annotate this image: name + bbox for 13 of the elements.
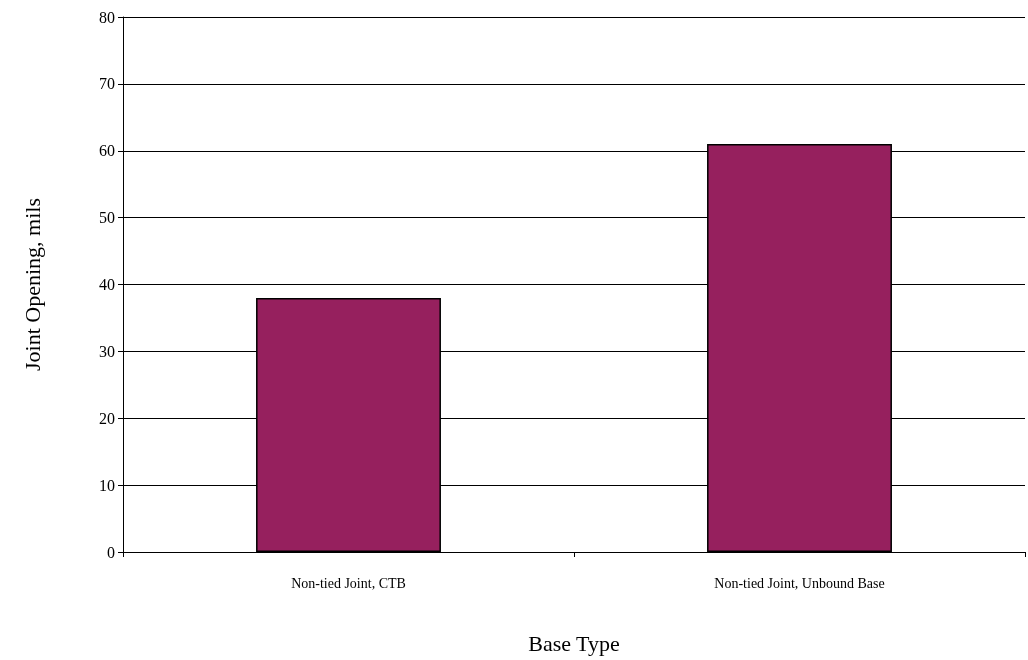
y-tick-label: 30 (99, 342, 115, 360)
y-axis-title: Joint Opening, mils (19, 198, 45, 371)
y-tick-label: 50 (99, 209, 115, 227)
y-tick-label: 10 (99, 476, 115, 494)
x-tick-label: Non-tied Joint, CTB (291, 575, 406, 591)
y-tick-label: 0 (107, 543, 115, 561)
x-axis-title: Base Type (528, 630, 620, 656)
x-tick-label: Non-tied Joint, Unbound Base (714, 575, 885, 591)
y-tick-label: 40 (99, 276, 115, 293)
y-tick-label: 60 (99, 142, 115, 160)
y-tick-label: 70 (99, 75, 115, 93)
y-tick-label: 20 (99, 409, 115, 427)
y-tick-label: 80 (99, 8, 115, 26)
